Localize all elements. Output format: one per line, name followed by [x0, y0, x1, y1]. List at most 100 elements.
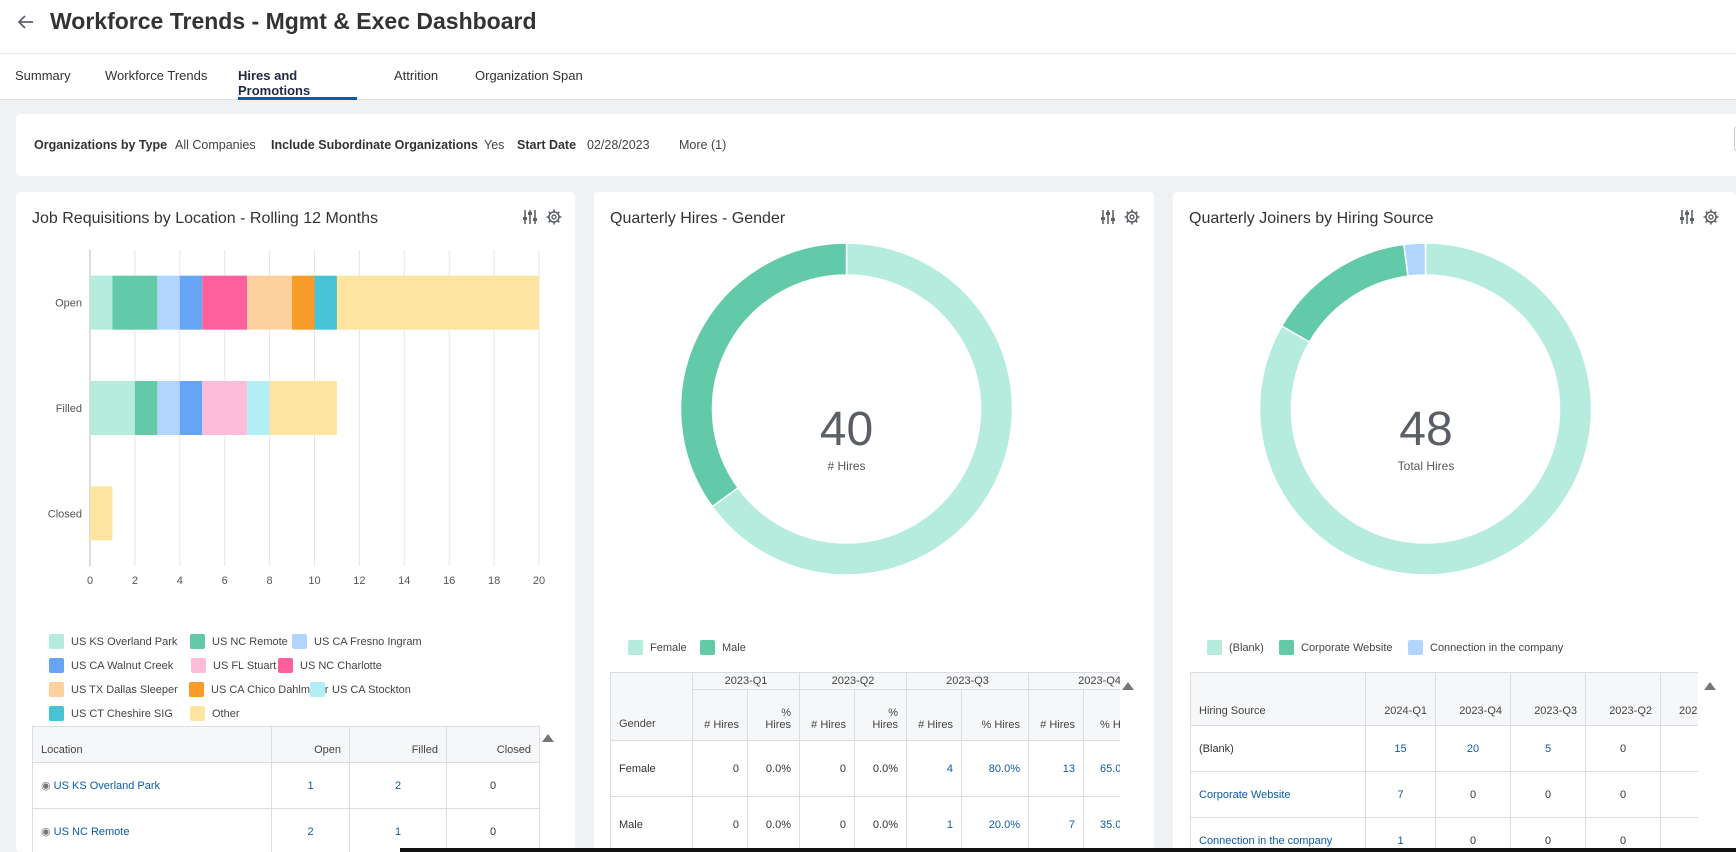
- tab-organization-span[interactable]: Organization Span: [475, 68, 583, 83]
- location-link[interactable]: US KS Overland Park: [53, 780, 161, 792]
- sliders-icon[interactable]: [521, 208, 539, 226]
- filter-start-date-value[interactable]: 02/28/2023: [587, 138, 650, 152]
- legend-item[interactable]: US CT Cheshire SIG: [49, 706, 173, 721]
- value-cell[interactable]: 7: [1365, 771, 1436, 818]
- bar-segment: [134, 381, 158, 435]
- bar-segment: [90, 486, 113, 541]
- y-category-label: Open: [55, 298, 82, 310]
- legend-item[interactable]: Other: [190, 706, 240, 721]
- value-cell: [1660, 771, 1698, 818]
- source-donut-chart: [1258, 242, 1593, 576]
- y-category-label: Closed: [48, 508, 82, 520]
- legend-item[interactable]: Corporate Website: [1279, 640, 1393, 655]
- value-cell[interactable]: 5: [1510, 725, 1586, 772]
- value-cell[interactable]: 15: [1365, 725, 1436, 772]
- closed-cell: 0: [446, 762, 540, 809]
- value-cell: 0: [1585, 771, 1661, 818]
- arrow-left-icon: [17, 15, 33, 29]
- gender-table-viewport: Gender 2023-Q1 2023-Q2 2023-Q3 2023-Q4 #…: [610, 672, 1120, 852]
- value-cell[interactable]: 13: [1028, 740, 1084, 797]
- legend-item[interactable]: (Blank): [1207, 640, 1264, 655]
- value-cell: 0.0%: [747, 740, 800, 797]
- bar-segment: [247, 381, 270, 435]
- table-row: ◉ US KS Overland Park 1 2 0: [32, 762, 540, 809]
- legend-item[interactable]: Female: [628, 640, 687, 655]
- gender-table: Gender 2023-Q1 2023-Q2 2023-Q3 2023-Q4 #…: [610, 672, 1120, 852]
- value-cell[interactable]: 20: [1435, 725, 1511, 772]
- scroll-up-arrow[interactable]: [1704, 682, 1716, 690]
- legend-item[interactable]: Connection in the company: [1408, 640, 1563, 655]
- col-quarter: 2023-Q2: [1585, 672, 1661, 726]
- open-cell[interactable]: 1: [271, 762, 350, 809]
- value-cell[interactable]: 1: [1365, 817, 1436, 852]
- scroll-up-arrow[interactable]: [1122, 682, 1134, 690]
- x-tick-label: 20: [533, 575, 545, 587]
- bar-segment: [157, 275, 180, 330]
- tab-workforce-trends[interactable]: Workforce Trends: [105, 68, 208, 83]
- requisitions-legend: US KS Overland Park US NC Remote US CA Fre…: [49, 634, 569, 721]
- legend-swatch: [310, 682, 325, 697]
- legend-swatch: [1408, 640, 1423, 655]
- value-cell: 0.0%: [854, 796, 907, 852]
- col-quarter: 2024-Q1: [1365, 672, 1436, 726]
- open-cell[interactable]: 2: [271, 808, 350, 852]
- filled-cell[interactable]: 2: [349, 762, 447, 809]
- value-cell[interactable]: 80.0%: [961, 740, 1029, 797]
- table-row: ◉ US NC Remote 2 1 0: [32, 808, 540, 852]
- card-quarterly-hires-gender: Quarterly Hires - Gender 40 # Hires Fema…: [594, 192, 1154, 852]
- value-cell[interactable]: 1: [906, 796, 962, 852]
- tab-attrition[interactable]: Attrition: [394, 68, 439, 83]
- quarter-header: 2023-Q1: [692, 672, 800, 690]
- legend-item[interactable]: US CA Fresno Ingram: [292, 634, 422, 649]
- gear-icon[interactable]: [1702, 208, 1720, 226]
- sliders-icon[interactable]: [1099, 208, 1117, 226]
- legend-item[interactable]: US KS Overland Park: [49, 634, 177, 649]
- legend-item[interactable]: Male: [700, 640, 746, 655]
- donut-slice: [1280, 243, 1409, 344]
- legend-item[interactable]: US CA Stockton: [310, 682, 411, 697]
- back-button[interactable]: [12, 8, 40, 36]
- value-cell[interactable]: 35.0: [1083, 796, 1120, 852]
- legend-label: US CA Chico Dahlmeier: [211, 683, 329, 696]
- value-cell: 0: [1435, 771, 1511, 818]
- donut-center-value: 40: [819, 403, 874, 456]
- scroll-up-arrow[interactable]: [542, 734, 554, 742]
- bar-segment: [292, 275, 315, 330]
- source-cell[interactable]: Corporate Website: [1190, 771, 1366, 818]
- legend-swatch: [49, 658, 64, 673]
- filled-cell[interactable]: 1: [349, 808, 447, 852]
- legend-item[interactable]: US NC Charlotte: [278, 658, 382, 673]
- value-cell: 0: [692, 740, 748, 797]
- tab-summary[interactable]: Summary: [15, 68, 71, 83]
- tab-bar: Summary Workforce Trends Hires and Promo…: [0, 54, 1736, 100]
- filter-more-link[interactable]: More (1): [679, 138, 727, 152]
- source-legend: (Blank) Corporate Website Connection in th…: [1207, 640, 1727, 660]
- source-cell[interactable]: Connection in the company: [1190, 817, 1366, 852]
- table-row: Connection in the company 1 0 0 0: [1190, 817, 1698, 852]
- legend-swatch: [190, 634, 205, 649]
- legend-item[interactable]: US TX Dallas Sleeper: [49, 682, 178, 697]
- legend-swatch: [49, 634, 64, 649]
- value-cell[interactable]: 20.0%: [961, 796, 1029, 852]
- sliders-icon[interactable]: [1678, 208, 1696, 226]
- legend-item[interactable]: US CA Walnut Creek: [49, 658, 173, 673]
- value-cell[interactable]: 7: [1028, 796, 1084, 852]
- gear-icon[interactable]: [545, 208, 563, 226]
- filter-subordinate-value[interactable]: Yes: [484, 138, 505, 152]
- tab-hires-and-promotions[interactable]: Hires and Promotions: [238, 68, 357, 100]
- value-cell: 0: [799, 740, 855, 797]
- bar-segment: [314, 275, 337, 330]
- legend-label: Connection in the company: [1430, 641, 1564, 654]
- col-quarter: 2023-Q4: [1435, 672, 1511, 726]
- donut-slice: [1258, 242, 1593, 576]
- legend-item[interactable]: US CA Chico Dahlmeier: [189, 682, 328, 697]
- value-cell[interactable]: 4: [906, 740, 962, 797]
- legend-item[interactable]: US NC Remote: [190, 634, 288, 649]
- filter-org-type-value[interactable]: All Companies: [175, 138, 256, 152]
- location-link[interactable]: US NC Remote: [53, 826, 130, 838]
- quarter-header: 2023-Q2: [799, 672, 907, 690]
- value-cell[interactable]: 65.0: [1083, 740, 1120, 797]
- gear-icon[interactable]: [1123, 208, 1141, 226]
- table-row: (Blank) 15 20 5 0: [1190, 725, 1698, 772]
- legend-item[interactable]: US FL Stuart: [191, 658, 276, 673]
